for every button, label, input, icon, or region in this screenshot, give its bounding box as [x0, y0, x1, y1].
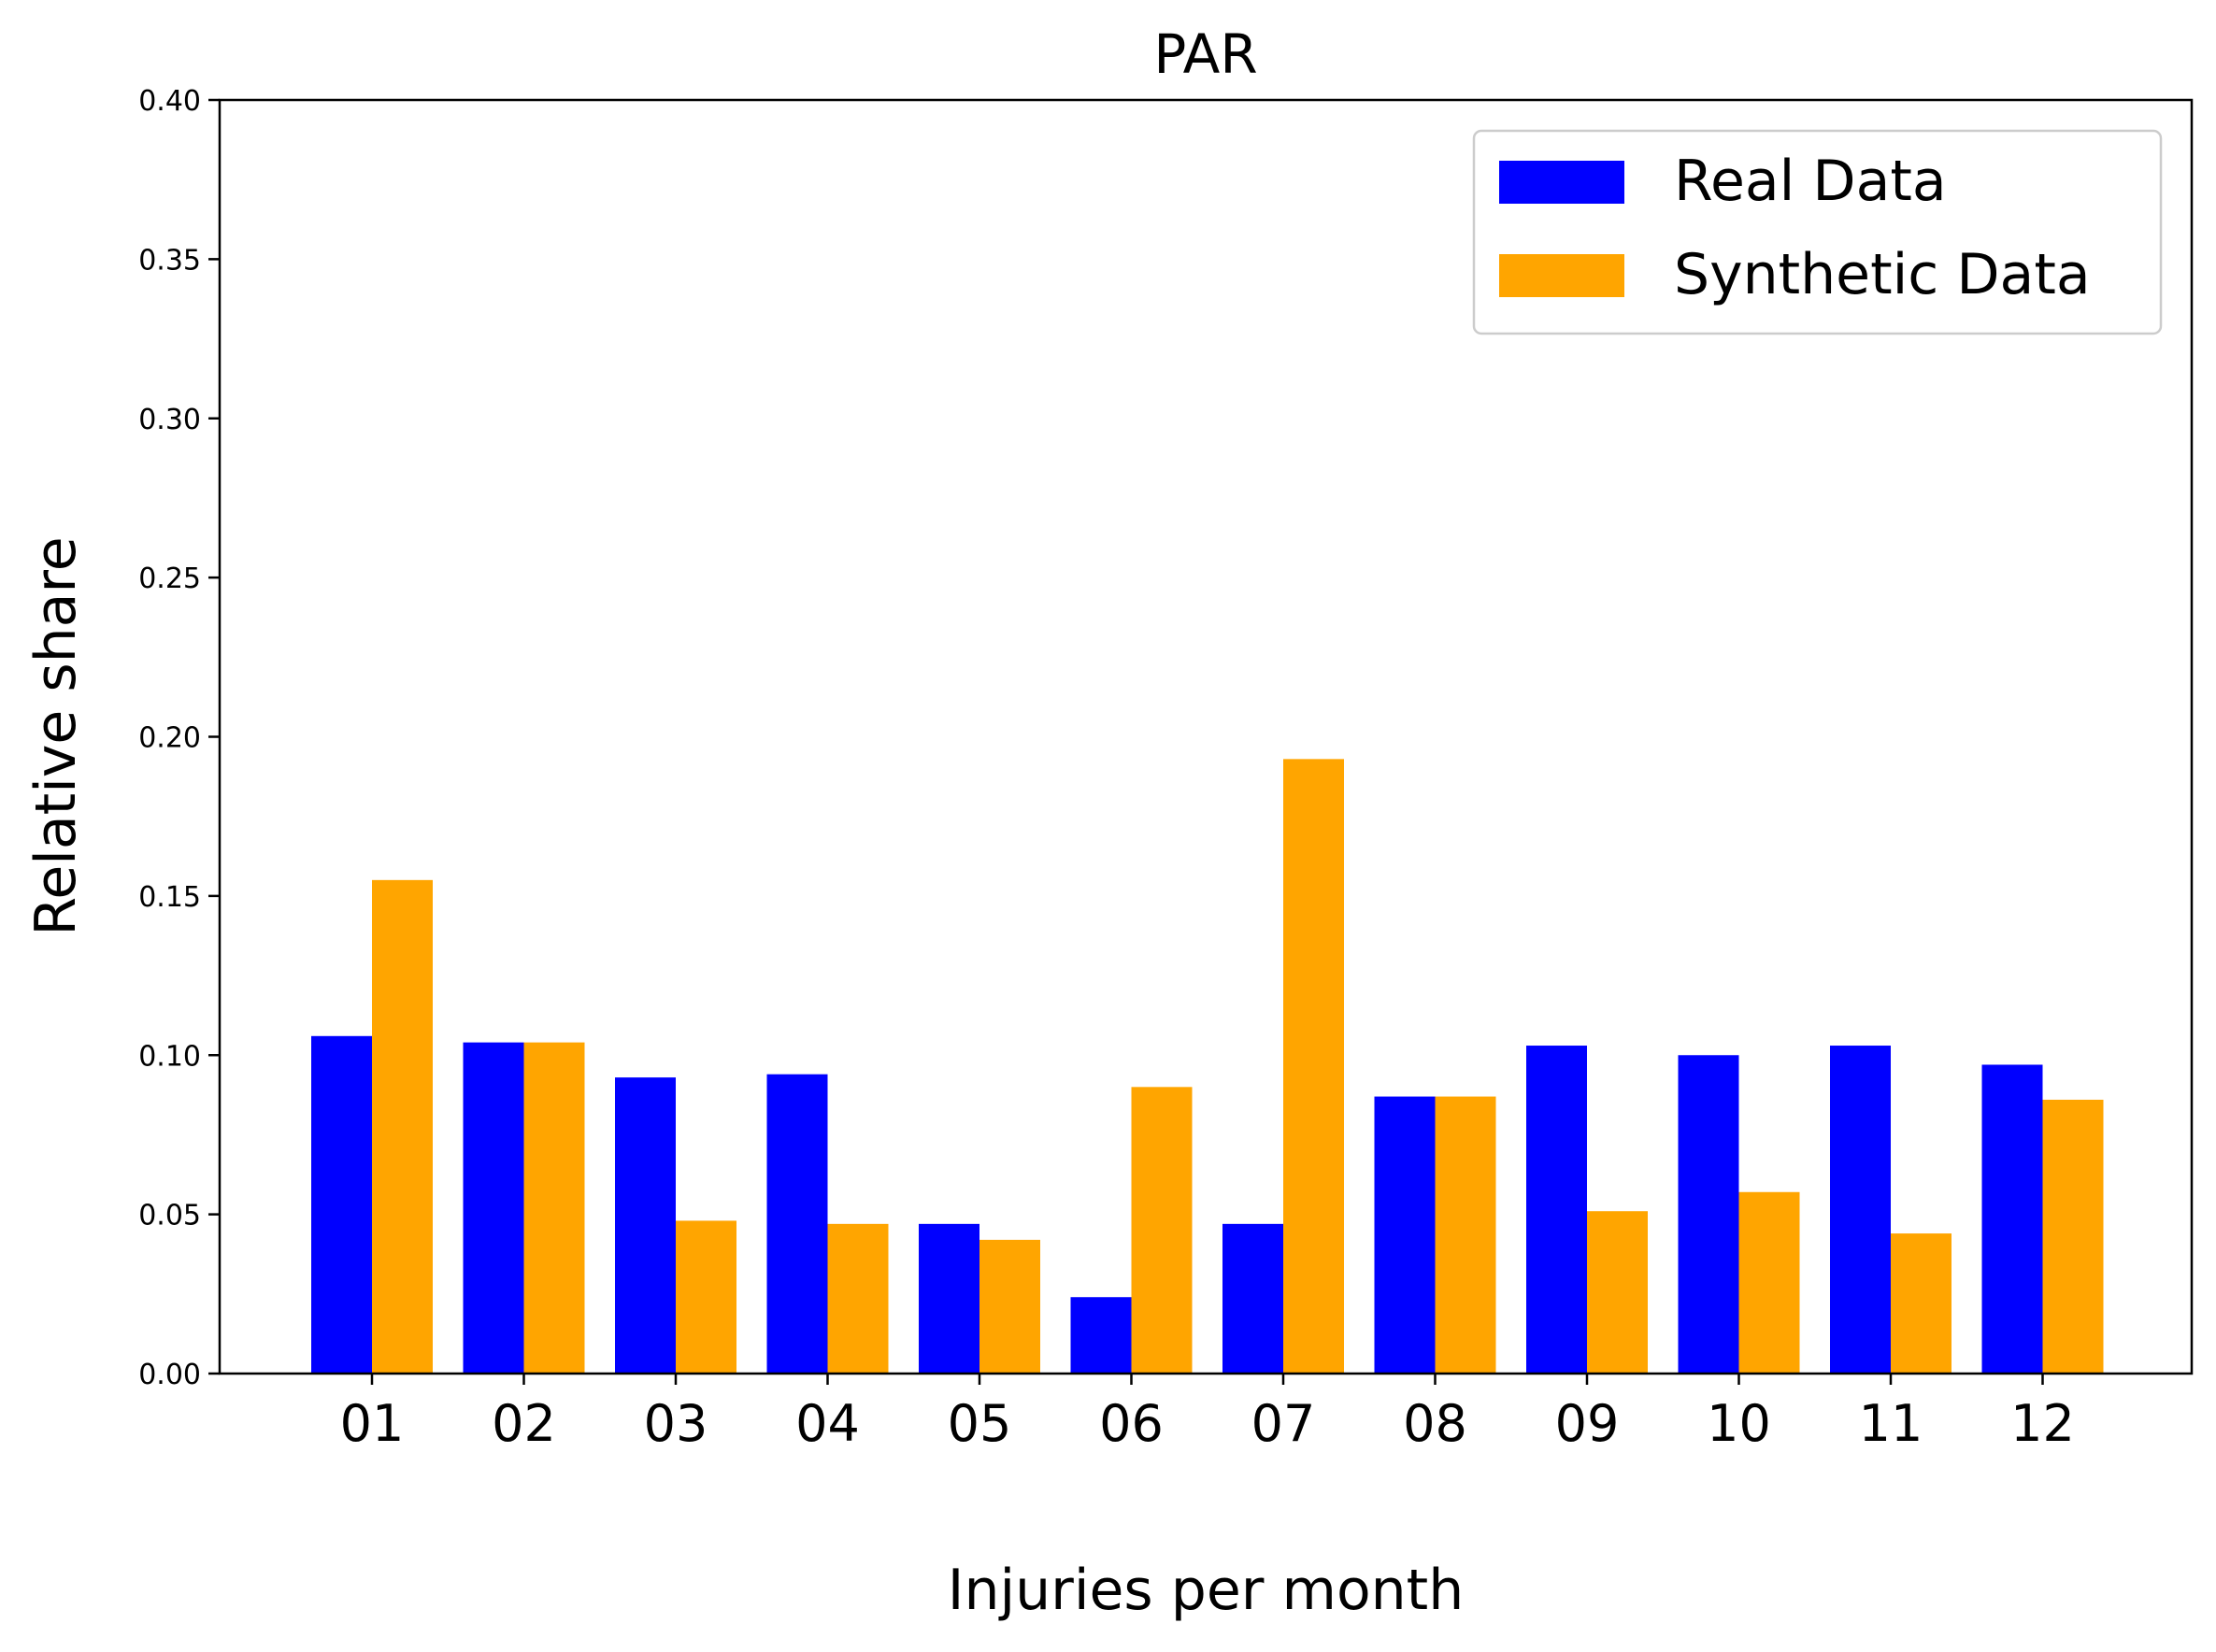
bar-real-01	[311, 1035, 372, 1374]
plot-frame	[218, 98, 2194, 1375]
y-tick-label: 0.05	[138, 1200, 201, 1232]
bar-synthetic-12	[2042, 1099, 2104, 1374]
x-tick-label: 11	[1859, 1394, 1923, 1453]
bar-real-10	[1678, 1055, 1739, 1374]
legend: Real Data Synthetic Data	[1472, 129, 2163, 335]
y-tick-label: 0.15	[138, 881, 201, 914]
bar-synthetic-09	[1587, 1211, 1648, 1374]
legend-swatch-synthetic	[1499, 254, 1624, 297]
bar-real-02	[463, 1042, 524, 1374]
x-axis: 01 02 03 04 05 06 07 08 09 10 11 12	[340, 1374, 2075, 1453]
bar-synthetic-07	[1283, 759, 1344, 1374]
x-tick-label: 12	[2010, 1394, 2075, 1453]
bar-synthetic-10	[1738, 1191, 1800, 1374]
bar-synthetic-11	[1891, 1233, 1952, 1374]
bar-real-03	[615, 1077, 676, 1374]
bar-real-07	[1222, 1223, 1283, 1374]
x-tick-label: 02	[492, 1394, 556, 1453]
bar-real-05	[919, 1223, 979, 1374]
bar-real-12	[1981, 1064, 2043, 1374]
legend-swatch-real	[1499, 161, 1624, 204]
x-tick-label: 01	[340, 1394, 405, 1453]
x-axis-label: Injuries per month	[948, 1558, 1464, 1623]
bar-synthetic-02	[523, 1042, 585, 1374]
legend-box	[1472, 129, 2163, 335]
bar-synthetic-05	[979, 1239, 1040, 1374]
x-tick-label: 07	[1251, 1394, 1316, 1453]
bars-group	[311, 759, 2104, 1374]
bar-synthetic-04	[827, 1223, 889, 1374]
x-tick-label: 08	[1403, 1394, 1467, 1453]
y-tick-label: 0.30	[138, 404, 201, 436]
bar-real-11	[1830, 1046, 1891, 1374]
bar-real-04	[766, 1074, 828, 1374]
bar-real-06	[1070, 1297, 1132, 1374]
chart-title: PAR	[1153, 22, 1257, 86]
bar-synthetic-06	[1131, 1087, 1193, 1374]
x-tick-label: 06	[1099, 1394, 1164, 1453]
bar-real-09	[1526, 1046, 1587, 1374]
y-tick-label: 0.40	[138, 85, 201, 118]
legend-label-synthetic: Synthetic Data	[1674, 242, 2091, 307]
y-tick-label: 0.25	[138, 563, 201, 595]
legend-label-real: Real Data	[1674, 149, 1947, 214]
bar-synthetic-01	[372, 879, 433, 1374]
bar-synthetic-03	[676, 1220, 736, 1374]
bar-synthetic-08	[1435, 1096, 1496, 1374]
y-tick-label: 0.20	[138, 722, 201, 755]
bar-real-08	[1374, 1096, 1436, 1374]
x-tick-label: 10	[1707, 1394, 1771, 1453]
x-tick-label: 03	[644, 1394, 708, 1453]
y-tick-label: 0.35	[138, 244, 201, 277]
y-tick-label: 0.10	[138, 1040, 201, 1073]
y-axis-label: Relative share	[23, 536, 89, 935]
y-axis: 0.00 0.05 0.10 0.15 0.20 0.25 0.30 0.35 0.40	[138, 85, 220, 1391]
x-tick-label: 05	[948, 1394, 1012, 1453]
y-tick-label: 0.00	[138, 1359, 201, 1391]
x-tick-label: 04	[795, 1394, 860, 1453]
x-tick-label: 09	[1555, 1394, 1620, 1453]
